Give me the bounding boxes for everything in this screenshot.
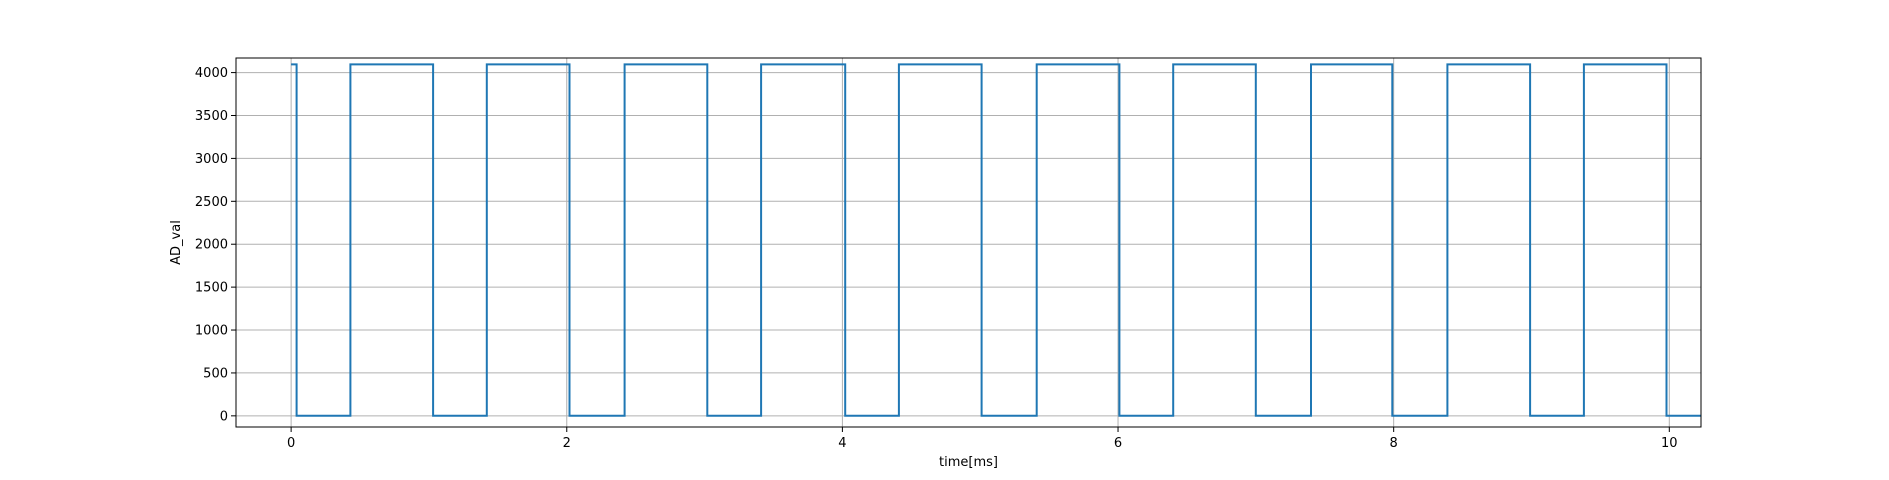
y-tick-label: 4000 (195, 66, 228, 81)
x-tick-label: 4 (838, 436, 846, 451)
y-tick-label: 3000 (195, 152, 228, 167)
x-tick-label: 2 (563, 436, 571, 451)
y-axis-label: AD_val (169, 220, 184, 265)
y-tick-label: 2500 (195, 195, 228, 210)
grid-lines (236, 58, 1701, 427)
x-axis-label: time[ms] (939, 455, 998, 470)
plot-frame (235, 57, 1702, 428)
y-tick-label: 3500 (195, 109, 228, 124)
y-tick-label: 2000 (195, 238, 228, 253)
y-tick-label: 0 (220, 409, 228, 424)
x-tick-label: 6 (1114, 436, 1122, 451)
series-group (291, 63, 1701, 417)
x-tick-label: 10 (1661, 436, 1678, 451)
y-tick-label: 1000 (195, 324, 228, 339)
y-tick-label: 1500 (195, 281, 228, 296)
y-tick-label: 500 (203, 366, 228, 381)
y-axis: 0 500 1000 1500 2000 2500 3000 3500 4000 (195, 66, 236, 424)
x-axis: 0 2 4 6 8 10 (287, 427, 1678, 451)
series-line (291, 63, 1701, 417)
x-tick-label: 0 (287, 436, 295, 451)
x-tick-label: 8 (1390, 436, 1398, 451)
